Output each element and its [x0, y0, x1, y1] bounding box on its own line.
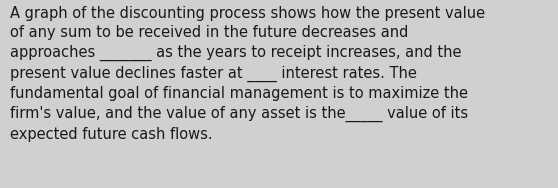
Text: A graph of the discounting process shows how the present value
of any sum to be : A graph of the discounting process shows… — [10, 6, 485, 142]
